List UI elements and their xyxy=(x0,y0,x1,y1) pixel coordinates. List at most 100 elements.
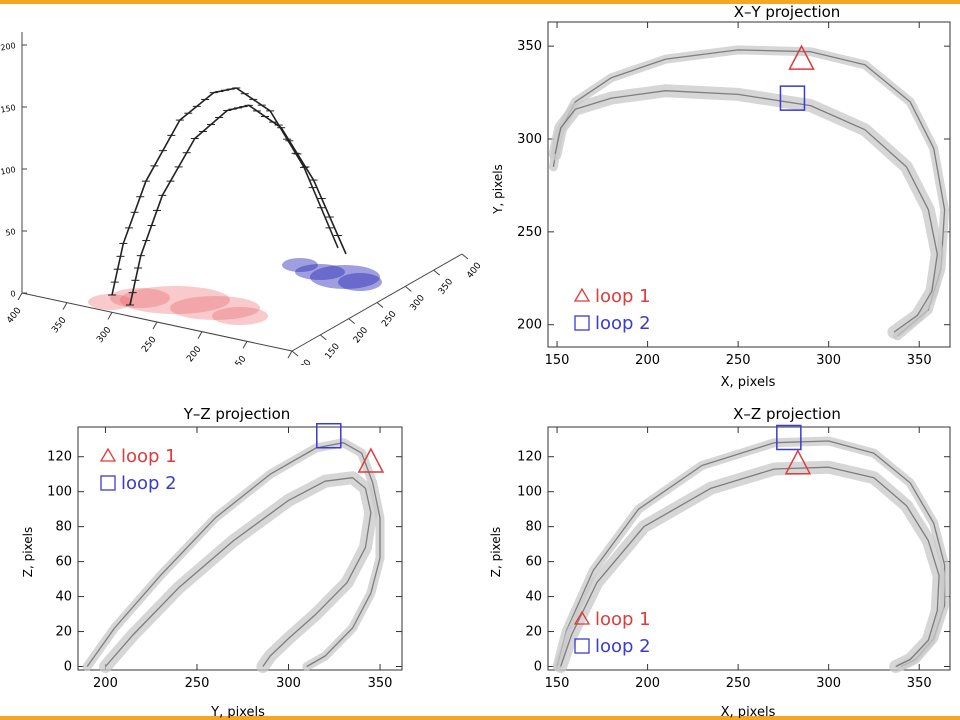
base-tick xyxy=(197,331,203,339)
base-tick-label: 200 xyxy=(352,325,371,345)
x-tick-label: 200 xyxy=(93,676,118,691)
base-tick xyxy=(152,321,158,330)
base-tick-label: 400 xyxy=(5,306,24,326)
y-tick-label: 80 xyxy=(55,520,72,535)
z-tick-label: 200 xyxy=(0,41,16,53)
xz-projection-chart: X–Z projection X, pixels Z, pixels 150 20… xyxy=(489,405,951,718)
base-tick-label: 200 xyxy=(185,344,204,364)
x-axis-label: X, pixels xyxy=(721,705,776,718)
x-tick-label: 300 xyxy=(276,676,301,691)
y-tick-label: 120 xyxy=(517,450,542,465)
x-tick-label: 150 xyxy=(545,676,570,691)
x-tick-label: 250 xyxy=(185,676,210,691)
legend-triangle-icon xyxy=(99,447,117,462)
positive-polarity-patch xyxy=(88,294,132,310)
y-tick-label: 0 xyxy=(64,660,72,675)
legend-triangle-icon xyxy=(573,287,591,302)
loop1-triangle-marker xyxy=(357,447,385,473)
x-tick-label: 200 xyxy=(635,676,660,691)
negative-polarity-patch xyxy=(310,265,380,289)
chart-title: X–Z projection xyxy=(733,405,841,423)
yz-projection-chart: Y–Z projection Y, pixels Z, pixels 200 25… xyxy=(21,405,403,718)
loop2-square-marker xyxy=(779,85,806,111)
negative-polarity-patch xyxy=(295,264,345,280)
y-tick-label: 350 xyxy=(517,39,542,54)
y-axis-label: Z, pixels xyxy=(489,527,503,578)
base-tick-label: 400 xyxy=(465,261,484,281)
top-accent-bar xyxy=(0,0,960,4)
legend-loop2-label: loop 2 xyxy=(121,473,177,494)
legend-square-icon xyxy=(574,315,590,331)
base-tick-label: 150 xyxy=(324,342,343,362)
y-tick-label: 200 xyxy=(517,318,542,333)
positive-polarity-patch xyxy=(120,286,230,314)
y-tick-label: 100 xyxy=(517,485,542,500)
y-tick-label: 40 xyxy=(525,590,542,605)
loop2-square-marker xyxy=(316,422,342,449)
legend-square-icon xyxy=(574,638,590,654)
positive-polarity-patch xyxy=(110,288,170,308)
y-tick-label: 120 xyxy=(47,450,72,465)
loop-3d-view: 4003503002502001501001001502002503003504… xyxy=(0,32,484,365)
base-tick xyxy=(348,318,355,325)
y-tick-label: 80 xyxy=(525,520,542,535)
x-tick-label: 250 xyxy=(726,676,751,691)
positive-polarity-patch xyxy=(212,307,268,325)
base-tick xyxy=(242,341,248,349)
base-tick xyxy=(376,302,384,308)
x-axis-label: Y, pixels xyxy=(210,705,265,718)
base-tick-label: 100 xyxy=(275,364,294,365)
legend-loop2-label: loop 2 xyxy=(595,636,651,657)
y-tick-label: 60 xyxy=(55,555,72,570)
base-tick xyxy=(62,302,68,310)
loop-line-2 xyxy=(560,466,940,668)
chart-title: Y–Z projection xyxy=(183,405,291,423)
chart-title: X–Y projection xyxy=(734,3,841,21)
negative-polarity-patch xyxy=(338,273,382,291)
legend-loop2-label: loop 2 xyxy=(595,313,651,334)
base-tick-label: 100 xyxy=(295,358,314,365)
base-tick xyxy=(461,253,469,260)
base-tick xyxy=(17,292,23,301)
x-tick-label: 250 xyxy=(726,353,751,368)
xy-projection-chart: X–Y projection X, pixels Y, pixels 150 20… xyxy=(491,3,951,390)
base-tick-label: 150 xyxy=(230,354,249,365)
x-tick-label: 200 xyxy=(635,353,660,368)
base-tick-label: 350 xyxy=(437,277,456,297)
y-axis-label: Z, pixels xyxy=(21,527,35,578)
base-tick xyxy=(287,350,293,359)
base-tick xyxy=(291,350,299,357)
y-tick-label: 20 xyxy=(55,625,72,640)
base-tick xyxy=(405,285,412,292)
z-tick-label: 50 xyxy=(5,227,17,238)
base-tick-label: 300 xyxy=(409,293,428,313)
base-tick xyxy=(433,269,440,276)
z-tick-label: 0 xyxy=(10,289,17,299)
loop-line-2 xyxy=(105,477,372,667)
x-axis-label: X, pixels xyxy=(721,375,776,390)
legend-square-icon xyxy=(100,475,116,491)
base-tick xyxy=(107,312,113,320)
loop1-triangle-marker xyxy=(788,44,815,70)
y-tick-label: 60 xyxy=(525,555,542,570)
base-tick xyxy=(320,334,327,341)
x-tick-label: 350 xyxy=(368,676,393,691)
z-tick-label: 150 xyxy=(0,103,16,115)
base-tick-label: 350 xyxy=(50,315,69,335)
bottom-accent-bar xyxy=(0,716,960,720)
y-axis-label: Y, pixels xyxy=(491,164,505,215)
base-tick-label: 300 xyxy=(95,325,114,345)
x-tick-label: 300 xyxy=(816,353,841,368)
y-tick-label: 250 xyxy=(517,225,542,240)
legend-triangle-icon xyxy=(573,610,591,625)
y-tick-label: 100 xyxy=(47,485,72,500)
legend-loop1-label: loop 1 xyxy=(595,609,651,630)
positive-polarity-patch xyxy=(170,296,260,320)
y-tick-label: 20 xyxy=(525,625,542,640)
x-tick-label: 350 xyxy=(907,353,932,368)
y-tick-label: 300 xyxy=(517,132,542,147)
x-tick-label: 300 xyxy=(816,676,841,691)
x-tick-label: 350 xyxy=(907,676,932,691)
negative-polarity-patch xyxy=(282,258,318,272)
base-tick-label: 250 xyxy=(140,335,159,355)
